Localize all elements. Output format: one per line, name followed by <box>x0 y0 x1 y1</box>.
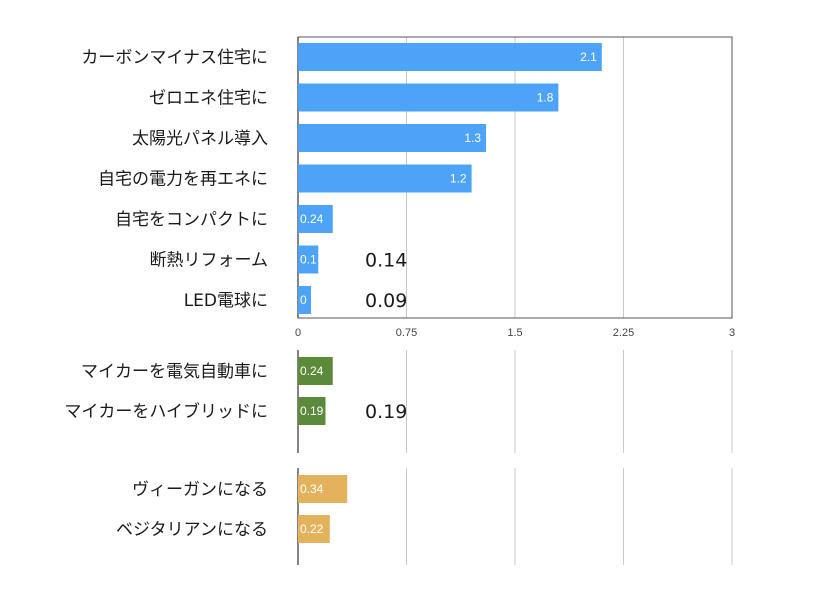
bar <box>298 83 559 112</box>
bar-value-label: 0.19 <box>300 404 324 418</box>
category-label: 断熱リフォーム <box>150 251 269 271</box>
bar-value-label: 0 <box>300 293 307 307</box>
value-annotation: 0.19 <box>365 401 407 423</box>
bar-value-label: 1.2 <box>450 172 467 186</box>
category-label: ベジタリアンになる <box>116 520 268 540</box>
x-tick-label: 1.5 <box>507 327 522 339</box>
bar <box>298 357 333 385</box>
bar-value-label: 1.3 <box>464 131 481 145</box>
x-tick-label: 3 <box>729 327 735 339</box>
bar <box>298 475 348 503</box>
bar-value-label: 1.8 <box>537 91 554 105</box>
category-label: マイカーをハイブリッドに <box>64 401 268 422</box>
x-tick-label: 0.75 <box>396 327 417 339</box>
x-tick-label: 0 <box>295 327 301 339</box>
category-label: カーボンマイナス住宅に <box>81 48 268 68</box>
bar <box>298 124 487 152</box>
category-label: 太陽光パネル導入 <box>132 129 268 149</box>
bar-value-label: 0.24 <box>300 212 324 226</box>
value-annotation: 0.09 <box>365 290 407 312</box>
bar <box>298 397 326 425</box>
bar <box>298 286 312 314</box>
category-label: 自宅をコンパクトに <box>115 210 268 230</box>
bar <box>298 515 330 543</box>
bar <box>298 164 472 193</box>
category-label: 自宅の電力を再エネに <box>98 170 268 190</box>
category-label: ゼロエネ住宅に <box>149 89 268 109</box>
bar <box>298 245 319 274</box>
value-annotation: 0.14 <box>365 250 407 272</box>
bar <box>298 205 333 233</box>
bar-value-label: 0.34 <box>300 482 324 496</box>
category-label: LED電球に <box>184 291 268 311</box>
category-label: マイカーを電気自動車に <box>81 362 268 382</box>
bar <box>298 43 602 71</box>
x-tick-label: 2.25 <box>613 327 634 339</box>
category-label: ヴィーガンになる <box>132 480 268 500</box>
bar-value-label: 0.1 <box>300 253 317 267</box>
bar-value-label: 0.22 <box>300 522 324 536</box>
bar-value-label: 0.24 <box>300 364 324 378</box>
bar-value-label: 2.1 <box>580 50 597 64</box>
